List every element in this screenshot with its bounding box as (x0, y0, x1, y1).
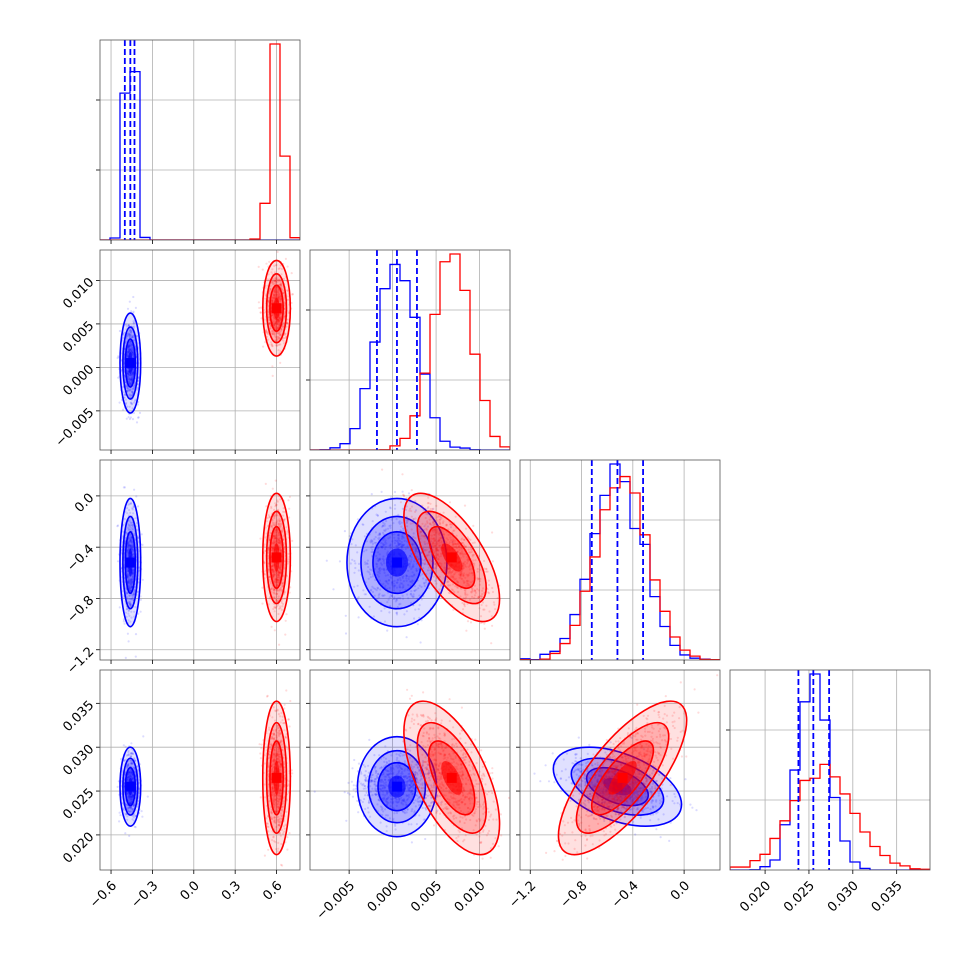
x-tick-label: 0.0 (178, 878, 203, 903)
panel-frame (99, 669, 301, 871)
x-tick-label: −0.6 (87, 878, 120, 911)
panel-2-1 (306, 459, 511, 664)
contour-line (119, 497, 142, 628)
density-peak (446, 772, 457, 783)
histogram-series-0 (520, 463, 720, 660)
contour-line (575, 721, 670, 834)
y-tick-label: 0.020 (60, 830, 97, 867)
panel-frame (99, 39, 301, 241)
panel-2-0 (96, 459, 301, 664)
y-tick-label: 0.030 (60, 742, 97, 779)
histogram-series-1 (520, 475, 720, 660)
x-tick-label: 0.3 (219, 878, 244, 903)
panel-3-1 (306, 669, 511, 874)
panel-3-3 (726, 669, 931, 874)
panel-frame (99, 459, 301, 661)
panel-frame (309, 249, 511, 451)
contour-line (427, 740, 476, 816)
x-tick-label: 0.020 (737, 878, 774, 915)
x-tick-label: 0.0 (668, 878, 693, 903)
density-peak (271, 303, 282, 314)
panel-frame (519, 669, 721, 871)
contour-line (367, 749, 427, 824)
x-tick-label: 0.005 (408, 878, 445, 915)
density-peak (271, 772, 282, 783)
contour-line (377, 761, 417, 812)
x-tick-label: 0.010 (452, 878, 489, 915)
x-tick-label: −0.005 (314, 878, 359, 923)
contour-line (265, 510, 288, 605)
panel-frame (309, 669, 511, 871)
contour-line (122, 757, 139, 816)
contour-line (427, 525, 476, 590)
density-peak (125, 557, 136, 568)
contour-line (265, 721, 288, 834)
contour-line (557, 700, 688, 856)
histogram-series-1 (310, 253, 510, 450)
contour-line (261, 492, 292, 623)
panel-frame (309, 459, 511, 661)
density-peak (391, 557, 402, 568)
y-tick-label: 0.005 (60, 319, 97, 356)
y-tick-label: −1.2 (64, 644, 97, 677)
panel-1-0 (96, 249, 301, 454)
histogram-series-0 (730, 673, 930, 870)
y-tick-label: 0.010 (60, 275, 97, 312)
contour-line (416, 721, 487, 834)
panel-frame (519, 459, 721, 661)
contour-line (552, 746, 683, 827)
histogram-series-1 (100, 43, 300, 240)
density-peak (446, 552, 457, 563)
panel-3-0 (96, 669, 301, 874)
scatter-series-1 (381, 460, 501, 645)
histogram-series-0 (310, 263, 510, 450)
y-tick-label: 0.035 (60, 698, 97, 735)
contour-line (122, 326, 139, 400)
contour-line (269, 740, 284, 816)
y-tick-label: 0.025 (60, 786, 97, 823)
contour-line (372, 530, 422, 595)
contour-line (416, 510, 487, 605)
x-tick-label: −0.8 (558, 878, 591, 911)
histogram-series-0 (100, 70, 300, 240)
density-peak (125, 358, 136, 369)
contour-line (403, 492, 501, 623)
density-peak (125, 781, 136, 792)
y-tick-label: 0.000 (60, 362, 97, 399)
y-tick-label: −0.4 (64, 542, 97, 575)
y-tick-label: −0.8 (64, 593, 97, 626)
y-tick-label: −0.005 (53, 406, 98, 451)
x-tick-label: 0.000 (365, 878, 402, 915)
panel-3-2 (516, 669, 721, 874)
x-tick-label: −0.3 (129, 878, 162, 911)
contour-line (261, 259, 292, 357)
x-tick-label: 0.025 (781, 878, 818, 915)
contour-line (122, 515, 139, 610)
contour-line (269, 525, 284, 590)
density-peak (271, 552, 282, 563)
panel-frame (729, 669, 931, 871)
panel-1-1 (306, 249, 511, 454)
x-tick-label: −0.4 (609, 878, 642, 911)
contour-line (403, 700, 501, 856)
contour-line (265, 273, 288, 344)
x-tick-label: 0.030 (825, 878, 862, 915)
density-peak (617, 772, 628, 783)
x-tick-label: −1.2 (506, 878, 539, 911)
density-peak (391, 781, 402, 792)
x-tick-label: 0.035 (869, 878, 906, 915)
contour-line (360, 515, 434, 610)
x-tick-label: 0.6 (260, 878, 285, 903)
contour-line (261, 700, 292, 856)
contour-line (269, 284, 284, 333)
y-tick-label: 0.0 (72, 491, 97, 516)
contour-line (590, 740, 655, 816)
panel-2-2 (516, 459, 721, 664)
contour-line (119, 746, 142, 827)
panel-0-0 (96, 39, 301, 244)
contour-line (119, 312, 142, 414)
panel-frame (99, 249, 301, 451)
histogram-series-1 (730, 763, 930, 870)
